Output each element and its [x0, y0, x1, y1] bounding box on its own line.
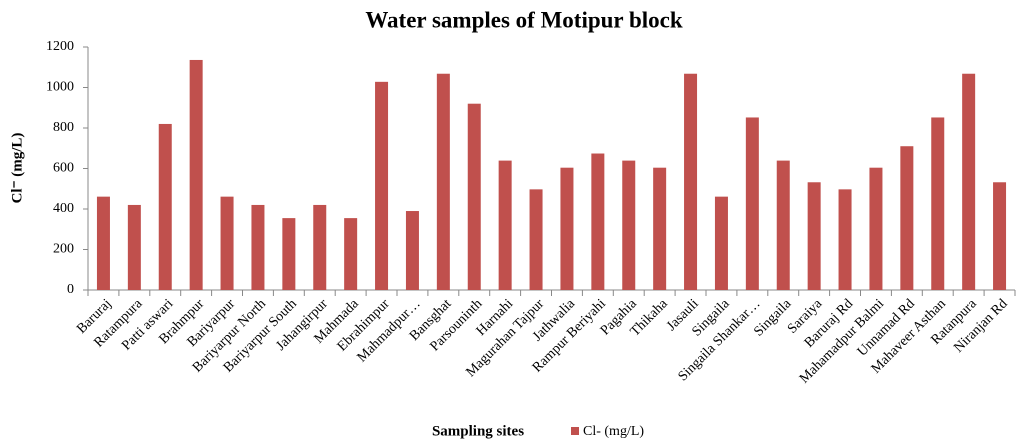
y-tick-label: 1200	[46, 39, 74, 54]
bar	[653, 167, 667, 290]
bar	[993, 182, 1007, 290]
bar	[962, 73, 976, 290]
bar	[776, 160, 790, 290]
bar	[467, 103, 481, 290]
legend-swatch	[571, 427, 579, 435]
bar	[282, 218, 296, 290]
bar	[313, 204, 327, 290]
bar	[807, 182, 821, 290]
bar	[405, 211, 419, 290]
y-tick-label: 400	[53, 201, 74, 216]
bar	[436, 73, 450, 290]
chart-title: Water samples of Motipur block	[365, 7, 683, 32]
y-tick-label: 600	[53, 161, 74, 176]
bar	[498, 160, 512, 290]
bar	[684, 73, 698, 290]
y-tick-label: 0	[67, 282, 74, 297]
y-tick-label: 200	[53, 242, 74, 257]
bar	[220, 196, 234, 290]
bar	[591, 153, 605, 290]
bar	[560, 167, 574, 290]
x-axis-label: Sampling sites	[432, 423, 524, 439]
bar	[344, 218, 358, 290]
y-tick-label: 800	[53, 120, 74, 135]
bar	[622, 160, 636, 290]
bar	[900, 146, 914, 290]
bar	[714, 196, 728, 290]
bar	[529, 189, 543, 290]
y-tick-label: 1000	[46, 80, 74, 95]
bar	[158, 123, 172, 290]
bar	[745, 117, 759, 290]
bar	[189, 59, 203, 291]
bar	[251, 204, 265, 290]
bar	[375, 81, 389, 290]
legend-label: Cl- (mg/L)	[583, 424, 644, 439]
bar	[838, 189, 852, 290]
bar	[96, 196, 110, 290]
bar	[869, 167, 883, 290]
bar	[931, 117, 945, 290]
bar	[127, 204, 141, 290]
y-axis-label: Cl⁻ (mg/L)	[9, 133, 25, 204]
